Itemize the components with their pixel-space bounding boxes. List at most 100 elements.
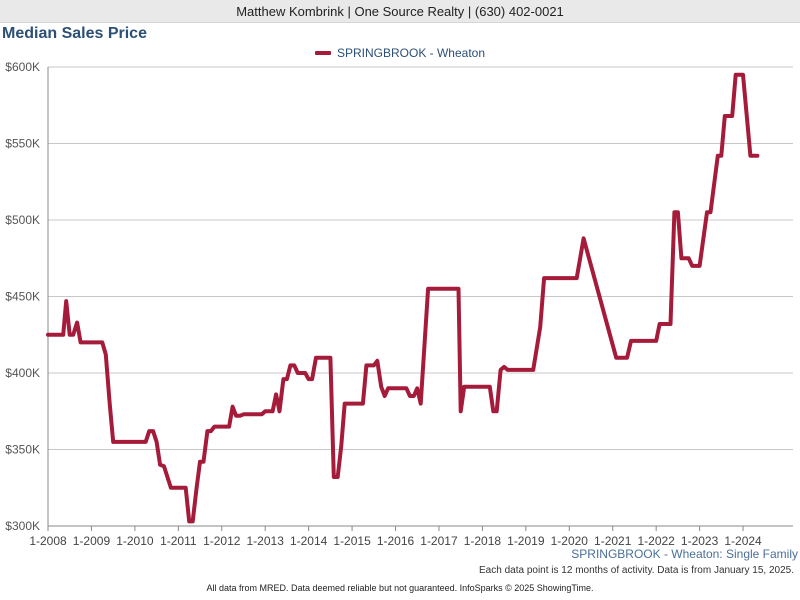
data-point <box>673 211 676 213</box>
data-point <box>264 410 266 412</box>
data-point <box>630 340 632 342</box>
data-point <box>492 410 494 412</box>
data-point <box>261 413 263 415</box>
data-point <box>500 369 502 371</box>
data-point <box>101 341 103 343</box>
data-point <box>170 487 172 489</box>
data-point <box>669 323 672 325</box>
data-point <box>112 441 114 443</box>
data-point <box>376 360 378 362</box>
data-point <box>65 300 67 302</box>
data-point <box>156 441 158 443</box>
y-tick-label: $300K <box>5 519 40 533</box>
data-point <box>709 211 712 213</box>
data-point <box>192 520 194 523</box>
data-point <box>731 115 733 117</box>
x-tick-label: 1-2008 <box>29 534 67 548</box>
data-point <box>460 410 462 412</box>
data-point <box>583 237 585 239</box>
data-point <box>463 386 465 388</box>
data-point <box>695 265 697 267</box>
data-point <box>387 387 389 389</box>
data-point <box>706 211 708 213</box>
gridlines <box>48 66 793 527</box>
data-point <box>196 487 198 489</box>
legend-label: SPRINGBROOK - Wheaton <box>336 46 486 60</box>
chart-title: Median Sales Price <box>2 25 147 42</box>
data-point <box>289 364 291 366</box>
x-tick-label: 1-2021 <box>594 534 632 548</box>
x-tick-label: 1-2019 <box>507 534 545 548</box>
x-axis-ticks: 1-2008 1-2009 1-2010 1-2011 1-2012 1-2013 1-20… <box>29 526 762 548</box>
data-point <box>315 357 317 359</box>
data-point <box>185 487 187 489</box>
data-point <box>503 366 505 368</box>
data-point <box>626 357 628 359</box>
data-point <box>717 155 719 157</box>
data-point <box>62 334 64 336</box>
data-point <box>148 430 150 432</box>
data-point <box>532 369 534 371</box>
y-tick-label: $400K <box>5 366 40 380</box>
data-point <box>405 387 407 389</box>
data-point <box>384 395 386 397</box>
data-point <box>496 410 498 412</box>
data-point <box>489 386 491 388</box>
data-point <box>543 277 545 279</box>
data-point <box>109 403 111 405</box>
x-tick-label: 1-2017 <box>420 534 458 548</box>
data-point <box>409 395 411 397</box>
data-point <box>47 334 49 336</box>
chart-caption: SPRINGBROOK - Wheaton: Single Family <box>571 547 798 561</box>
data-note: Each data point is 12 months of activity… <box>479 565 794 576</box>
data-point <box>188 520 190 523</box>
x-tick-label: 1-2014 <box>290 534 328 548</box>
data-point <box>311 378 313 380</box>
data-point <box>416 387 418 389</box>
data-point <box>159 464 161 466</box>
data-point <box>308 378 310 380</box>
data-point <box>152 430 154 432</box>
data-point <box>242 413 245 415</box>
data-point <box>340 445 342 447</box>
data-point <box>304 372 306 374</box>
data-point <box>333 476 335 478</box>
data-point <box>213 426 215 428</box>
data-point <box>688 257 690 259</box>
data-point <box>457 288 460 290</box>
y-tick-label: $550K <box>5 137 40 151</box>
data-point <box>373 364 375 366</box>
data-point <box>539 326 541 328</box>
data-point <box>329 357 331 359</box>
data-point <box>210 430 212 432</box>
x-tick-label: 1-2009 <box>73 534 111 548</box>
data-point <box>286 378 288 380</box>
data-point <box>72 334 74 336</box>
data-point <box>344 403 346 405</box>
data-point <box>232 406 234 408</box>
x-tick-label: 1-2011 <box>160 534 197 548</box>
data-point <box>293 364 295 366</box>
data-point <box>380 386 382 388</box>
data-point <box>163 465 165 467</box>
data-point <box>272 410 274 412</box>
y-tick-label: $500K <box>5 213 40 227</box>
y-axis-ticks: $300K $350K $400K $450K $500K $550K $600K <box>5 60 40 533</box>
data-point <box>615 357 617 359</box>
data-point <box>76 321 78 324</box>
series-group <box>46 72 760 524</box>
data-point <box>145 441 147 443</box>
data-point <box>724 115 726 117</box>
chart-legend[interactable]: SPRINGBROOK - Wheaton <box>0 46 800 60</box>
data-point <box>282 378 284 380</box>
data-point <box>199 461 201 463</box>
header-bar: Matthew Kombrink | One Source Realty | (… <box>0 0 800 23</box>
x-tick-label: 1-2020 <box>551 534 589 548</box>
data-point <box>69 334 71 336</box>
data-point <box>677 211 679 213</box>
x-tick-label: 1-2018 <box>464 534 502 548</box>
data-point <box>420 403 422 405</box>
series-line <box>46 72 760 524</box>
data-point <box>239 415 241 417</box>
